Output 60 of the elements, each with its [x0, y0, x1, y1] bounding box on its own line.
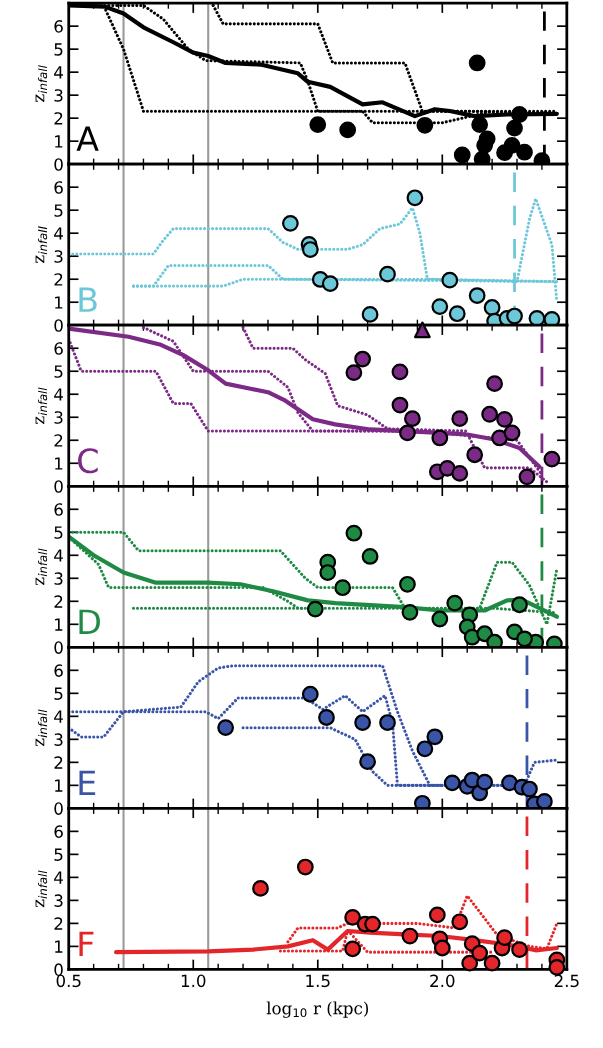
y-tick-label: 5: [54, 848, 63, 861]
y-tick-label: 4: [54, 227, 63, 240]
y-axis-title: z$_{infall}$: [35, 709, 48, 747]
y-tick-label: 1: [55, 296, 63, 309]
y-tick-label: 1: [55, 135, 63, 148]
y-tick-label: 6: [54, 342, 63, 355]
annotation: E: [79, 770, 96, 795]
y-tick-label: 5: [54, 365, 63, 378]
y-tick-label: 0: [54, 158, 63, 171]
annotation: B: [79, 287, 97, 312]
y-tick-label: 4: [54, 388, 63, 401]
y-tick-label: 6: [54, 664, 63, 677]
y-tick-label: 0: [54, 802, 63, 815]
y-axis-title: z$_{infall}$: [35, 226, 48, 263]
y-tick-label: 1: [55, 779, 63, 792]
y-axis-title: z$_{infall}$: [35, 870, 48, 908]
y-tick-label: 4: [54, 66, 63, 79]
y-tick-label: 6: [54, 20, 63, 33]
y-tick-label: 5: [54, 43, 63, 56]
y-tick-label: 6: [54, 181, 63, 194]
annotation: D: [79, 609, 100, 634]
y-tick-label: 5: [54, 526, 63, 539]
x-tick-label: 2.0: [430, 974, 455, 988]
y-tick-label: 4: [54, 549, 63, 562]
y-tick-label: 6: [54, 503, 63, 516]
y-axis-title: z$_{infall}$: [35, 548, 48, 586]
x-tick-label: 0.5: [56, 974, 81, 988]
y-tick-label: 1: [55, 618, 63, 631]
y-tick-label: 3: [54, 572, 63, 585]
annotation: A: [76, 126, 99, 151]
y-tick-label: 4: [54, 710, 63, 723]
y-tick-label: 2: [54, 595, 63, 608]
y-tick-label: 3: [54, 250, 63, 263]
y-axis-title: z$_{infall}$: [35, 387, 48, 424]
annotation: F: [79, 931, 94, 957]
y-tick-label: 5: [54, 687, 63, 700]
y-tick-label: 0: [54, 480, 63, 493]
y-tick-label: 2: [54, 917, 63, 930]
y-tick-label: 3: [54, 733, 63, 746]
y-tick-label: 4: [54, 871, 63, 884]
y-tick-label: 3: [54, 411, 63, 424]
y-axis-title: z$_{infall}$: [35, 65, 48, 102]
y-tick-label: 5: [54, 204, 63, 217]
x-tick-label: 2.5: [554, 974, 579, 988]
y-tick-label: 6: [54, 825, 63, 838]
y-tick-label: 3: [54, 894, 63, 907]
x-tick-label: 1.5: [306, 974, 330, 988]
y-tick-label: 1: [55, 940, 63, 953]
y-tick-label: 2: [54, 273, 63, 286]
y-tick-label: 3: [54, 89, 63, 102]
x-axis-title: log$_{10}$ r (kpc): [266, 1001, 369, 1018]
y-tick-label: 2: [54, 112, 63, 125]
y-tick-label: 0: [54, 963, 63, 976]
y-tick-label: 2: [54, 434, 63, 447]
y-tick-label: 0: [54, 319, 63, 332]
y-tick-label: 1: [55, 457, 63, 470]
y-tick-label: 0: [54, 641, 63, 654]
annotation: C: [78, 448, 98, 474]
y-tick-label: 2: [54, 756, 63, 769]
x-tick-label: 1.0: [181, 974, 206, 988]
